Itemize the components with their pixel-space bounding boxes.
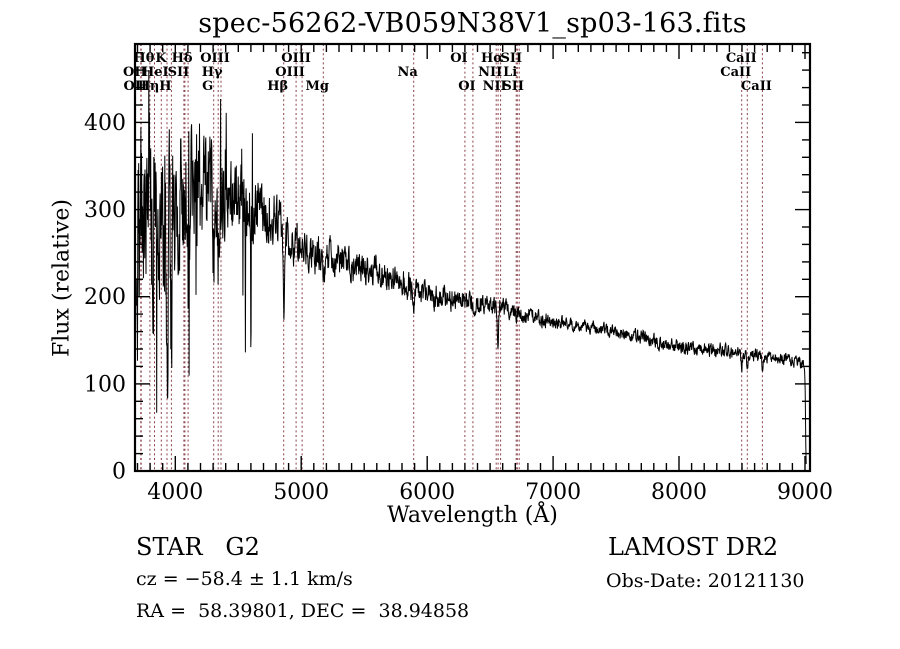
spectral-line-label: NII [478,65,502,80]
x-tick-label: 6000 [399,480,455,505]
spectral-line-label: CaII [726,51,757,66]
spectral-line-label: OI [450,51,467,66]
survey-release-label: LAMOST DR2 [608,533,779,561]
spectral-line-label: OI [458,79,475,94]
spectral-line-label: HeI [142,65,169,80]
x-tick-label: 9000 [777,480,833,505]
y-tick-label: 0 [112,460,126,485]
spectral-line-label: Hγ [202,65,223,80]
spectral-line-label: SII [168,65,190,80]
ra-dec-label: RA = 58.39801, DEC = 38.94858 [136,600,470,622]
x-tick-label: 4000 [147,480,203,505]
y-tick-label: 200 [84,285,126,310]
spectral-line-label: SII [502,79,524,94]
spectral-line-label: Hδ [172,51,193,66]
y-tick-label: 300 [84,198,126,223]
plot-title: spec-56262-VB059N38V1_sp03-163.fits [198,8,747,39]
spectral-line-label: Li [503,65,517,80]
x-tick-label: 8000 [651,480,707,505]
y-tick-label: 400 [84,111,126,136]
object-class-label: STAR G2 [136,533,260,561]
radial-velocity-label: cz = −58.4 ± 1.1 km/s [136,568,353,590]
spectral-line-label: SII [501,51,523,66]
spectral-line-label: OII [123,65,147,80]
spectral-line-label: OII [123,79,147,94]
spectral-line-label: CaII [720,65,751,80]
spectral-line-label: OIII [275,65,305,80]
spectral-line-label: Mg [306,79,329,94]
spectral-line-label: K [155,51,167,66]
plot-frame [133,42,812,473]
spectral-line-label: CaII [741,79,772,94]
x-axis-title: Wavelength (Å) [387,503,558,528]
spectral-line-label: Hβ [267,79,288,94]
spectrum-trace [136,70,807,465]
x-tick-label: 7000 [525,480,581,505]
spectral-line-label: OIII [200,51,230,66]
y-tick-label: 100 [84,372,126,397]
spectral-line-label: Hα [481,51,503,66]
spectral-line-label: Hθ [133,51,154,66]
spectral-line-label: OIII [281,51,311,66]
spectral-line-label: G [202,79,213,94]
spectral-line-label: H [159,79,171,94]
x-tick-label: 5000 [273,480,329,505]
obs-date-label: Obs-Date: 20121130 [606,570,805,592]
y-axis-title: Flux (relative) [49,198,75,358]
spectral-line-label: Na [398,65,419,80]
spectral-line-label: NII [483,79,507,94]
